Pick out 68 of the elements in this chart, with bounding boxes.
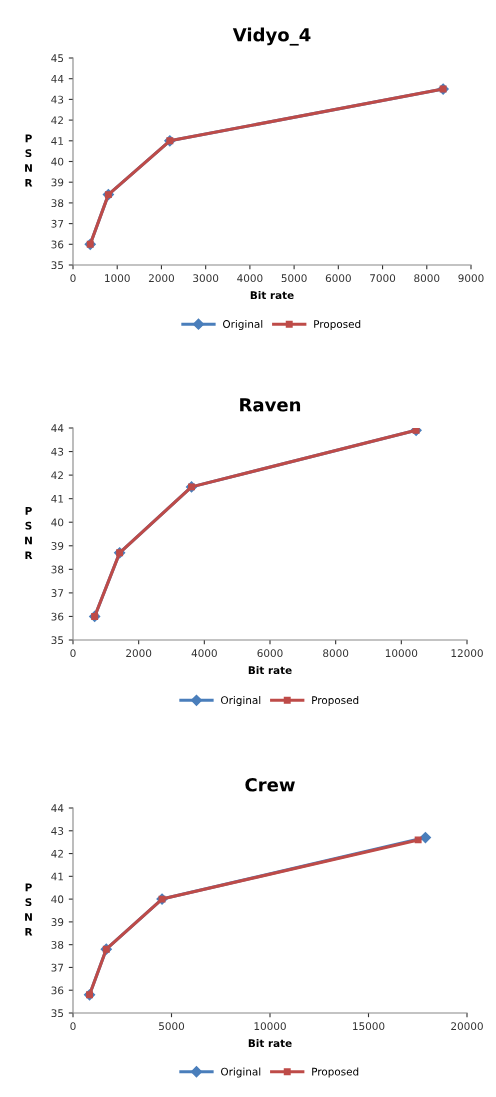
y-tick-label: 36 — [51, 612, 64, 621]
y-tick-label: 42 — [51, 116, 63, 125]
y-tick-label: 35 — [51, 261, 64, 270]
x-tick-label: 3000 — [193, 274, 219, 283]
y-tick-label: 38 — [51, 199, 64, 208]
y-tick-label: 42 — [51, 471, 63, 480]
legend-label: Original — [221, 696, 261, 707]
y-tick-label: 43 — [51, 447, 64, 456]
legend-label: Proposed — [314, 319, 361, 330]
x-tick-label: 8000 — [323, 649, 349, 658]
y-tick-label: 41 — [51, 495, 64, 503]
x-tick-label: 6000 — [325, 274, 351, 283]
y-tick-label: 40 — [51, 518, 64, 527]
y-tick-label: 37 — [51, 589, 64, 597]
chart-title: Vidyo_4 — [232, 27, 311, 46]
y-axis-title: PSNR — [25, 134, 33, 187]
y-tick-label: 38 — [51, 940, 64, 949]
x-tick-label: 7000 — [370, 274, 396, 283]
x-tick-label: 0 — [70, 274, 76, 283]
x-tick-label: 5000 — [159, 1022, 185, 1031]
x-tick-label: 12000 — [451, 649, 483, 658]
x-tick-label: 2000 — [126, 649, 152, 658]
y-tick-label: 43 — [51, 95, 64, 104]
x-tick-label: 0 — [70, 649, 76, 658]
x-tick-label: 4000 — [237, 274, 263, 283]
x-tick-label: 15000 — [353, 1022, 385, 1031]
y-tick-label: 39 — [51, 542, 64, 550]
y-tick-label: 37 — [51, 219, 64, 228]
y-tick-label: 44 — [51, 804, 64, 812]
y-axis-title: PSNR — [25, 883, 33, 936]
x-axis-title: Bit rate — [248, 1039, 292, 1048]
y-tick-label: 38 — [51, 565, 64, 574]
x-tick-label: 0 — [70, 1022, 76, 1031]
x-tick-label: 4000 — [191, 649, 217, 658]
y-tick-label: 43 — [51, 827, 64, 835]
x-tick-label: 10000 — [385, 649, 418, 658]
x-tick-label: 5000 — [281, 274, 307, 283]
chart-title: Crew — [245, 777, 295, 792]
x-tick-label: 10000 — [254, 1022, 286, 1031]
y-tick-label: 44 — [51, 75, 64, 83]
x-axis-title: Bit rate — [250, 291, 294, 300]
y-tick-label: 39 — [51, 918, 64, 926]
y-tick-label: 42 — [51, 849, 63, 858]
y-tick-label: 41 — [51, 137, 64, 145]
y-tick-label: 40 — [51, 157, 64, 166]
x-tick-label: 2000 — [148, 274, 175, 283]
x-tick-label: 6000 — [257, 649, 283, 658]
legend-label: Original — [221, 1067, 261, 1078]
y-tick-label: 41 — [51, 872, 64, 881]
x-tick-label: 8000 — [414, 274, 440, 283]
y-tick-label: 44 — [51, 424, 64, 432]
y-tick-label: 37 — [51, 963, 64, 972]
x-tick-label: 9000 — [458, 274, 484, 283]
y-tick-label: 36 — [51, 240, 64, 249]
legend-label: Proposed — [312, 1067, 359, 1078]
legend-label: Proposed — [312, 696, 359, 707]
chart-title: Raven — [240, 398, 301, 412]
y-axis-title: PSNR — [25, 507, 33, 560]
y-tick-label: 35 — [51, 636, 64, 645]
y-tick-label: 45 — [51, 54, 64, 63]
y-tick-label: 39 — [51, 178, 64, 187]
y-tick-label: 35 — [51, 1009, 64, 1018]
legend-label: Original — [223, 319, 263, 330]
x-axis-title: Bit rate — [248, 666, 292, 675]
x-tick-label: 20000 — [451, 1022, 483, 1031]
x-tick-label: 1000 — [105, 274, 130, 283]
y-tick-label: 40 — [51, 895, 64, 904]
y-tick-label: 36 — [51, 986, 64, 995]
